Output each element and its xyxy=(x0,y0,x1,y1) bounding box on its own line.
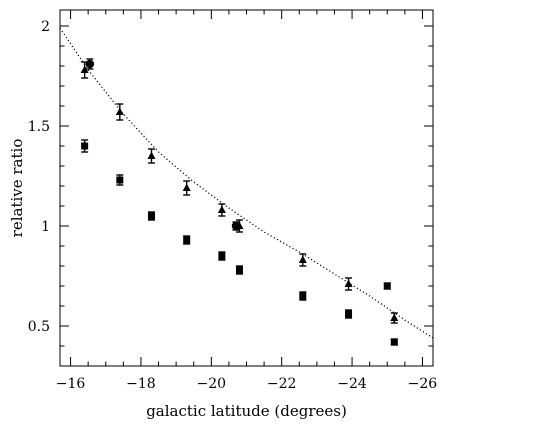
triangle-marker xyxy=(390,313,399,321)
square-marker xyxy=(383,282,391,290)
square-marker xyxy=(345,310,353,318)
square-marker xyxy=(81,142,89,150)
circle-marker xyxy=(231,221,241,231)
plot-frame xyxy=(59,9,434,367)
square-point xyxy=(116,174,124,186)
square-marker xyxy=(299,292,307,300)
circle-point xyxy=(231,221,241,231)
triangle-point xyxy=(147,148,156,164)
triangle-marker xyxy=(147,151,156,159)
square-marker xyxy=(147,212,155,220)
triangle-point xyxy=(344,277,353,291)
square-point xyxy=(147,211,155,221)
triangle-point xyxy=(298,253,307,267)
square-marker xyxy=(390,338,398,346)
x-axis-label: galactic latitude (degrees) xyxy=(146,402,347,420)
triangle-marker xyxy=(217,205,226,213)
square-point xyxy=(81,139,89,153)
triangle-marker xyxy=(182,183,191,191)
triangle-point xyxy=(182,180,191,196)
square-marker xyxy=(218,252,226,260)
triangle-marker xyxy=(344,279,353,287)
x-tick-label: −16 xyxy=(56,376,86,392)
square-point xyxy=(183,235,191,245)
square-point xyxy=(383,282,391,290)
triangle-point xyxy=(390,312,399,324)
triangle-point xyxy=(115,103,124,121)
circle-marker xyxy=(85,59,95,69)
square-marker xyxy=(235,266,243,274)
x-tick-label: −26 xyxy=(408,376,438,392)
square-point xyxy=(345,309,353,319)
square-point xyxy=(299,291,307,301)
x-tick-label: −24 xyxy=(337,376,367,392)
y-axis-label: relative ratio xyxy=(8,139,26,238)
square-marker xyxy=(183,236,191,244)
y-tick-label: 2 xyxy=(41,19,50,35)
x-tick-label: −20 xyxy=(197,376,227,392)
y-tick-label: 1 xyxy=(41,219,50,235)
data-points xyxy=(80,58,399,346)
square-point xyxy=(218,251,226,261)
triangle-marker xyxy=(115,107,124,115)
triangle-marker xyxy=(80,65,89,73)
triangle-marker xyxy=(298,255,307,263)
y-tick-label: 1.5 xyxy=(28,119,50,135)
circle-point xyxy=(85,58,95,70)
axis-ticks: −16 −18 −20 −22 −24 −26 0.5 1 1.5 2 xyxy=(28,10,438,392)
triangle-point xyxy=(217,203,226,217)
y-tick-label: 0.5 xyxy=(28,319,50,335)
x-tick-label: −22 xyxy=(267,376,297,392)
fit-curve xyxy=(59,27,434,339)
x-tick-label: −18 xyxy=(126,376,156,392)
square-point xyxy=(235,265,243,275)
square-marker xyxy=(116,176,124,184)
square-point xyxy=(390,338,398,346)
